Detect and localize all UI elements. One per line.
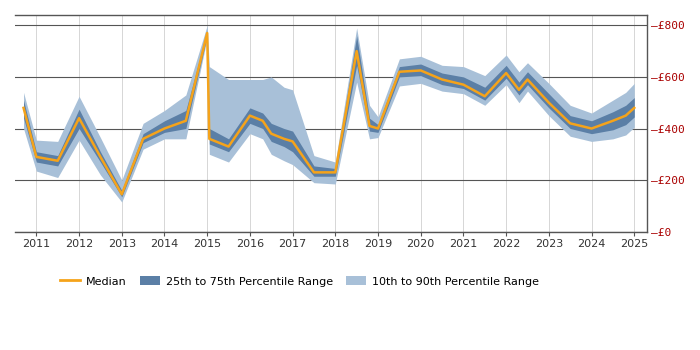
Legend: Median, 25th to 75th Percentile Range, 10th to 90th Percentile Range: Median, 25th to 75th Percentile Range, 1… [56,272,543,291]
